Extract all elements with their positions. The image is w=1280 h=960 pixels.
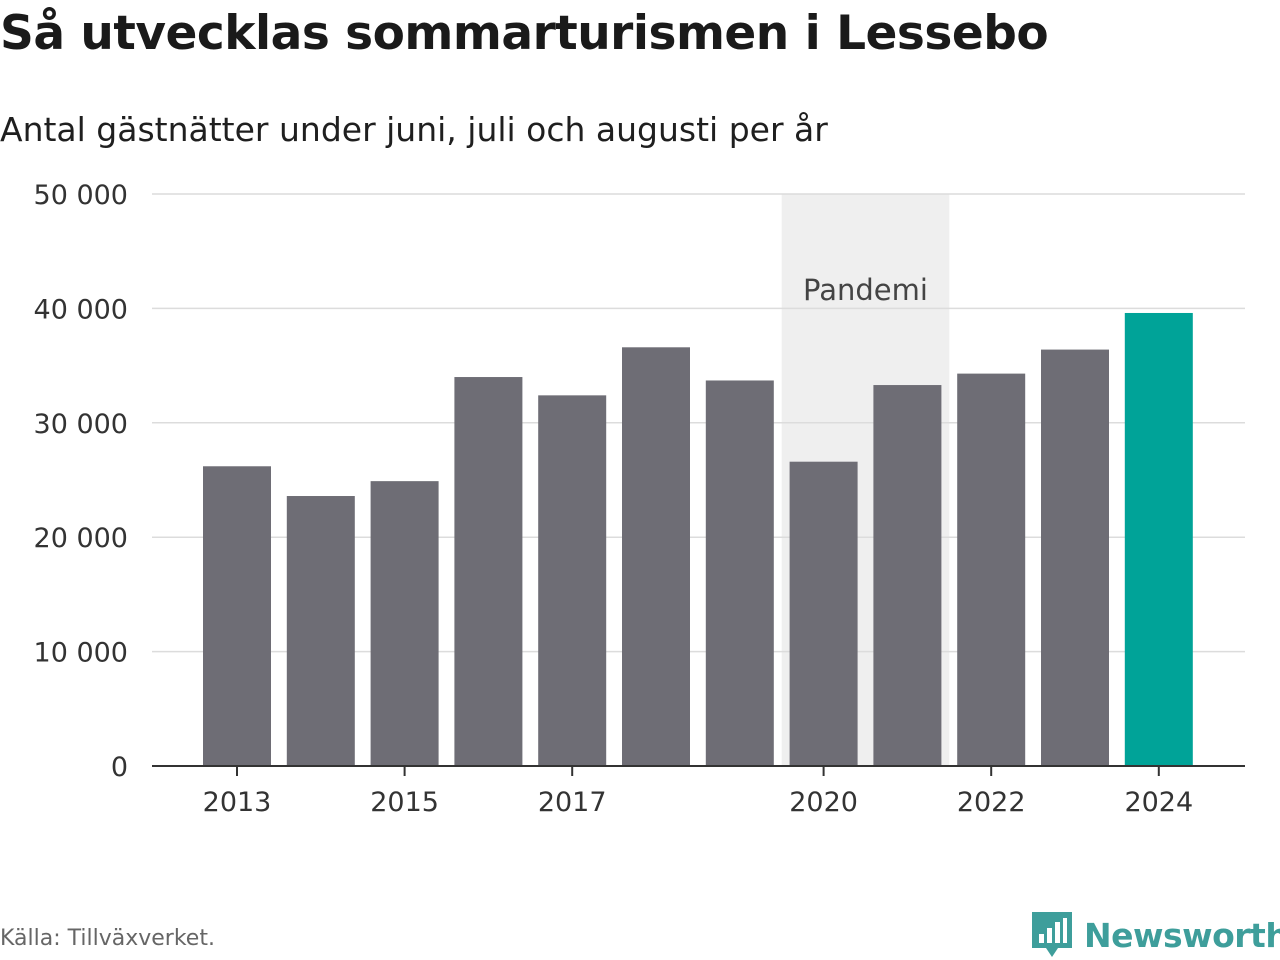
bar-2021 [873, 385, 942, 766]
bar-2022 [957, 373, 1026, 766]
bar-2023 [1041, 349, 1109, 766]
y-tick-label: 10 000 [34, 638, 128, 669]
x-tick-label: 2015 [370, 787, 439, 818]
newsworthy-logo[interactable]: Newsworthy [1030, 910, 1280, 960]
bar-2013 [203, 466, 271, 766]
x-axis: 2013 2015 2017 2020 2022 2024 [152, 765, 1245, 818]
bar-2024 [1124, 312, 1193, 766]
bar-2018 [622, 347, 690, 766]
bar-2015 [370, 481, 439, 766]
y-tick-label: 30 000 [34, 409, 128, 440]
x-tick-label: 2024 [1124, 787, 1193, 818]
x-tick-label: 2013 [203, 787, 272, 818]
pandemic-band-label: Pandemi [803, 273, 928, 307]
y-tick-label: 50 000 [34, 180, 128, 211]
chart-subtitle: Antal gästnätter under juni, juli och au… [0, 110, 828, 149]
chart-title: Så utvecklas sommarturismen i Lessebo [0, 6, 1049, 61]
x-tick-label: 2020 [789, 787, 858, 818]
newsworthy-logo-icon [1032, 912, 1072, 957]
y-tick-label: 0 [111, 752, 128, 783]
y-tick-labels: 0 10 000 20 000 30 000 40 000 50 000 [34, 180, 128, 783]
bar-2014 [286, 496, 355, 766]
bars [203, 312, 1193, 766]
x-tick-label: 2022 [957, 787, 1026, 818]
source-note: Källa: Tillväxverket. [0, 926, 215, 951]
bar-2020 [789, 461, 858, 766]
bar-2019 [705, 380, 774, 766]
logo-text: Newsworthy [1084, 915, 1280, 955]
x-tick-label: 2017 [538, 787, 607, 818]
y-tick-label: 20 000 [34, 523, 128, 554]
bar-2017 [538, 395, 607, 766]
bar-2016 [454, 377, 523, 766]
y-tick-label: 40 000 [34, 294, 128, 325]
